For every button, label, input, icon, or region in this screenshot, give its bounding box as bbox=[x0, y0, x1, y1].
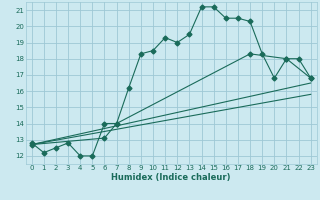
X-axis label: Humidex (Indice chaleur): Humidex (Indice chaleur) bbox=[111, 173, 231, 182]
